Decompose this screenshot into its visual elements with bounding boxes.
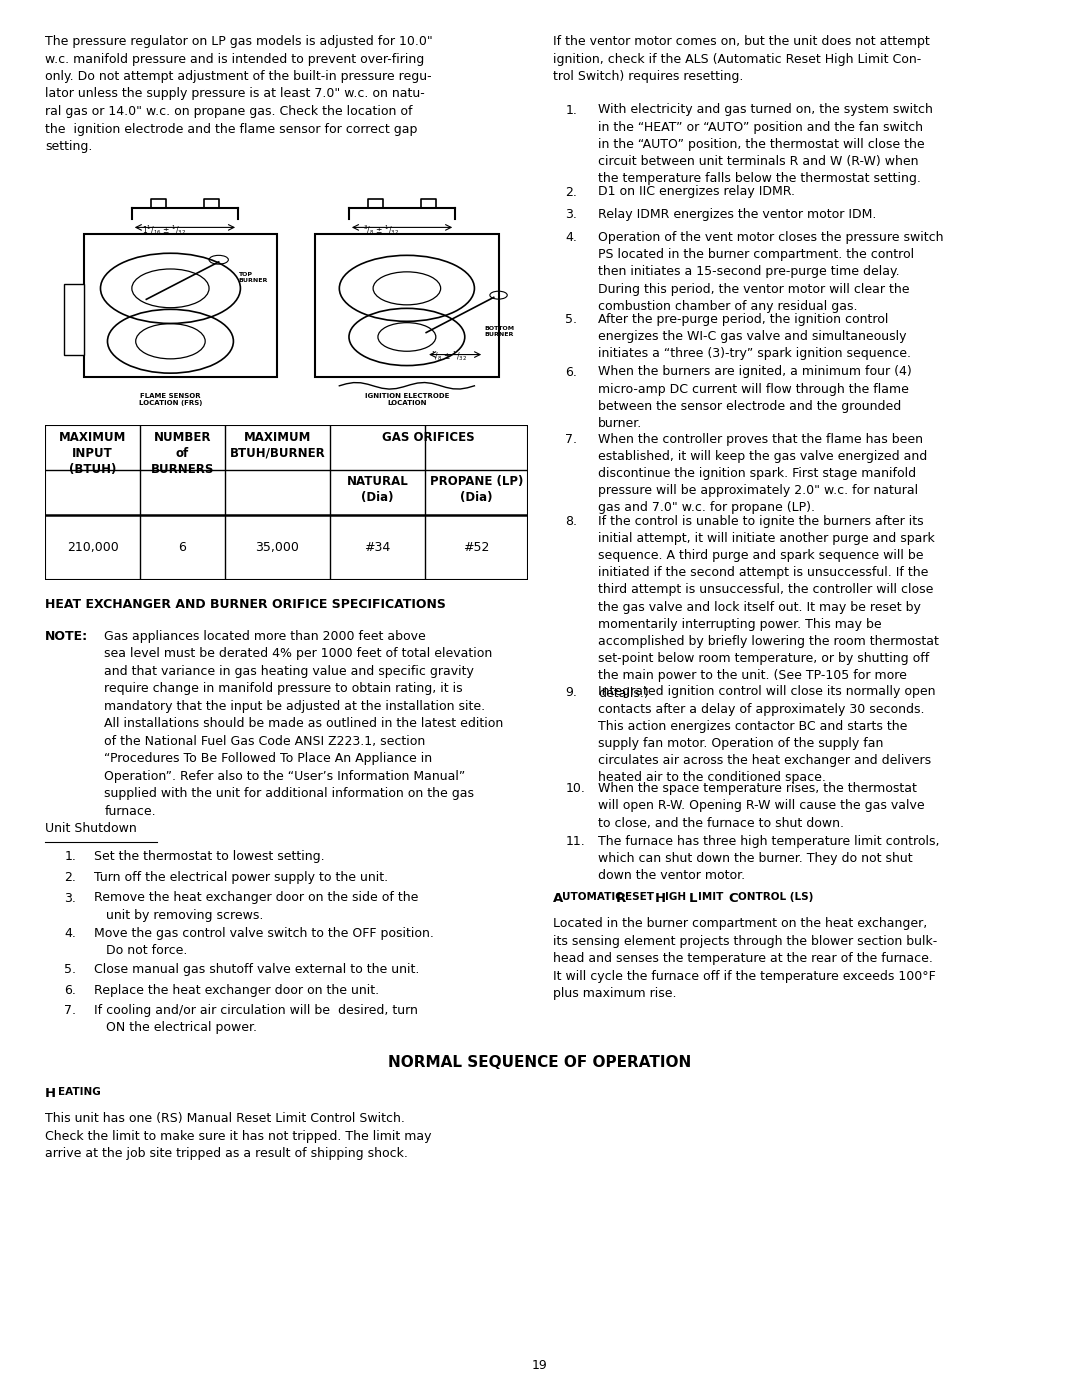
Text: IGNITION ELECTRODE
LOCATION: IGNITION ELECTRODE LOCATION — [365, 393, 449, 405]
Text: 19: 19 — [532, 1359, 548, 1372]
Text: 35,000: 35,000 — [256, 541, 299, 555]
Text: Relay IDMR energizes the ventor motor IDM.: Relay IDMR energizes the ventor motor ID… — [598, 208, 876, 221]
Text: The pressure regulator on LP gas models is adjusted for 10.0"
w.c. manifold pres: The pressure regulator on LP gas models … — [45, 35, 433, 154]
Text: If cooling and/or air circulation will be  desired, turn
   ON the electrical po: If cooling and/or air circulation will b… — [94, 1004, 418, 1035]
Text: D1 on IIC energizes relay IDMR.: D1 on IIC energizes relay IDMR. — [598, 186, 795, 198]
Text: 11.: 11. — [566, 834, 585, 848]
Text: A: A — [553, 893, 563, 905]
Bar — [315, 235, 499, 377]
Text: Unit Shutdown: Unit Shutdown — [45, 823, 137, 835]
Text: 2.: 2. — [566, 186, 578, 198]
Text: 1.: 1. — [566, 103, 578, 116]
Text: H: H — [656, 893, 666, 905]
Text: When the space temperature rises, the thermostat
will open R-W. Opening R-W will: When the space temperature rises, the th… — [598, 782, 924, 830]
Text: The furnace has three high temperature limit controls,
which can shut down the b: The furnace has three high temperature l… — [598, 834, 940, 882]
Text: NATURAL
(Dia): NATURAL (Dia) — [347, 475, 408, 504]
Text: HEAT EXCHANGER AND BURNER ORIFICE SPECIFICATIONS: HEAT EXCHANGER AND BURNER ORIFICE SPECIF… — [45, 598, 446, 610]
Text: TOP
BURNER: TOP BURNER — [238, 272, 268, 282]
Text: NORMAL SEQUENCE OF OPERATION: NORMAL SEQUENCE OF OPERATION — [389, 1056, 691, 1070]
Text: $1^{1}/_{16}$ ± $^{1}/_{32}$: $1^{1}/_{16}$ ± $^{1}/_{32}$ — [141, 224, 186, 237]
Text: ESET: ESET — [625, 893, 658, 902]
Text: After the pre-purge period, the ignition control
energizes the WI-C gas valve an: After the pre-purge period, the ignition… — [598, 313, 910, 360]
Text: 8.: 8. — [566, 514, 578, 528]
Text: 2.: 2. — [65, 870, 77, 884]
Text: $^{1}/_{8}$ ± $^{1}/_{32}$: $^{1}/_{8}$ ± $^{1}/_{32}$ — [431, 349, 467, 363]
Text: EATING: EATING — [58, 1087, 100, 1098]
Text: MAXIMUM
INPUT
(BTUH): MAXIMUM INPUT (BTUH) — [58, 432, 126, 476]
Text: 4.: 4. — [566, 231, 578, 244]
Text: 9.: 9. — [566, 686, 578, 698]
Bar — [65, 284, 83, 355]
Text: If the control is unable to ignite the burners after its
initial attempt, it wil: If the control is unable to ignite the b… — [598, 514, 939, 700]
Text: With electricity and gas turned on, the system switch
in the “HEAT” or “AUTO” po: With electricity and gas turned on, the … — [598, 103, 933, 186]
Text: Located in the burner compartment on the heat exchanger,
its sensing element pro: Located in the burner compartment on the… — [553, 916, 936, 1000]
Text: NUMBER
of
BURNERS: NUMBER of BURNERS — [151, 432, 214, 476]
Text: Move the gas control valve switch to the OFF position.
   Do not force.: Move the gas control valve switch to the… — [94, 928, 433, 957]
Text: BOTTOM
BURNER: BOTTOM BURNER — [484, 326, 514, 337]
Text: 10.: 10. — [566, 782, 585, 795]
Text: Close manual gas shutoff valve external to the unit.: Close manual gas shutoff valve external … — [94, 964, 419, 977]
Text: This unit has one (RS) Manual Reset Limit Control Switch.
Check the limit to mak: This unit has one (RS) Manual Reset Limi… — [45, 1112, 432, 1161]
Text: UTOMATIC: UTOMATIC — [563, 893, 626, 902]
Text: Turn off the electrical power supply to the unit.: Turn off the electrical power supply to … — [94, 870, 388, 884]
Text: IGH: IGH — [665, 893, 689, 902]
Text: 4.: 4. — [65, 928, 77, 940]
Text: Set the thermostat to lowest setting.: Set the thermostat to lowest setting. — [94, 851, 324, 863]
Text: FLAME SENSOR
LOCATION (FRS): FLAME SENSOR LOCATION (FRS) — [138, 393, 202, 405]
Text: NOTE:: NOTE: — [45, 630, 89, 643]
Text: MAXIMUM
BTUH/BURNER: MAXIMUM BTUH/BURNER — [230, 432, 325, 460]
Text: #34: #34 — [364, 541, 391, 555]
Text: ONTROL (LS): ONTROL (LS) — [738, 893, 813, 902]
Text: Replace the heat exchanger door on the unit.: Replace the heat exchanger door on the u… — [94, 983, 379, 997]
Text: When the burners are ignited, a minimum four (4)
micro-amp DC current will flow : When the burners are ignited, a minimum … — [598, 366, 912, 430]
Text: Remove the heat exchanger door on the side of the
   unit by removing screws.: Remove the heat exchanger door on the si… — [94, 891, 418, 922]
Text: When the controller proves that the flame has been
established, it will keep the: When the controller proves that the flam… — [598, 433, 927, 514]
Text: Integrated ignition control will close its normally open
contacts after a delay : Integrated ignition control will close i… — [598, 686, 935, 785]
Text: IMIT: IMIT — [699, 893, 727, 902]
Text: 5.: 5. — [566, 313, 578, 326]
Text: 5.: 5. — [65, 964, 77, 977]
Text: Operation of the vent motor closes the pressure switch
PS located in the burner : Operation of the vent motor closes the p… — [598, 231, 943, 313]
Text: L: L — [689, 893, 697, 905]
Text: 210,000: 210,000 — [67, 541, 119, 555]
Text: R: R — [616, 893, 626, 905]
Text: If the ventor motor comes on, but the unit does not attempt
ignition, check if t: If the ventor motor comes on, but the un… — [553, 35, 929, 82]
Text: GAS ORIFICES: GAS ORIFICES — [382, 432, 475, 444]
Text: H: H — [45, 1087, 56, 1101]
Text: 6.: 6. — [566, 366, 578, 379]
Text: $^{3}/_{8}$ ± $^{1}/_{32}$: $^{3}/_{8}$ ± $^{1}/_{32}$ — [364, 224, 400, 237]
Text: 3.: 3. — [65, 891, 77, 904]
Text: 1.: 1. — [65, 851, 77, 863]
Text: 3.: 3. — [566, 208, 578, 221]
Text: PROPANE (LP)
(Dia): PROPANE (LP) (Dia) — [430, 475, 523, 504]
Bar — [83, 235, 276, 377]
Text: 6: 6 — [178, 541, 187, 555]
Text: 7.: 7. — [566, 433, 578, 446]
Text: 6.: 6. — [65, 983, 77, 997]
Text: 7.: 7. — [65, 1004, 77, 1017]
Text: Gas appliances located more than 2000 feet above
sea level must be derated 4% pe: Gas appliances located more than 2000 fe… — [105, 630, 503, 819]
Text: #52: #52 — [463, 541, 489, 555]
Text: C: C — [728, 893, 738, 905]
